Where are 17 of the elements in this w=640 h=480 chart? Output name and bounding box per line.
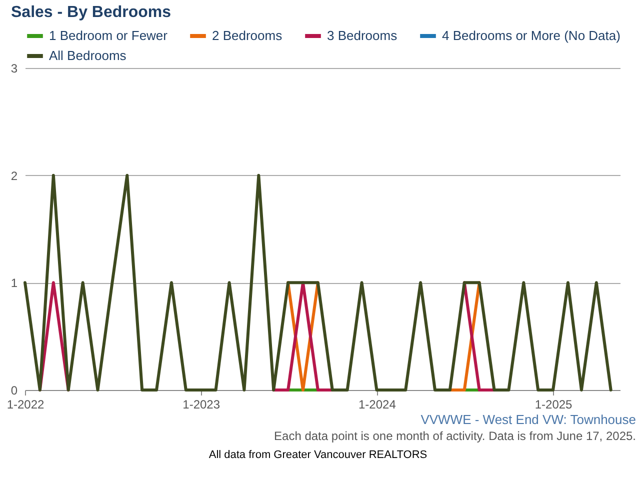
x-tick-label: 1-2024: [358, 398, 396, 412]
y-tick-label: 2: [10, 168, 18, 183]
x-tick-label: 1-2025: [534, 398, 573, 412]
chart-title: Sales - By Bedrooms: [11, 4, 172, 21]
legend-label: 4 Bedrooms or More (No Data): [442, 28, 620, 43]
legend-label: 2 Bedrooms: [212, 28, 283, 43]
legend-label: 1 Bedroom or Fewer: [49, 28, 168, 43]
text: VVWWE - West End VW: Townhouse: [420, 412, 636, 427]
y-tick-label: 1: [10, 276, 18, 290]
text: All data from Greater Vancouver REALTORS: [208, 449, 428, 461]
text: Each data point is one month of activity. Data is from June 17, 2025.: [273, 429, 636, 443]
legend-label: 3 Bedrooms: [327, 28, 398, 43]
x-tick-label: 1-2022: [6, 398, 45, 412]
legend-label: All Bedrooms: [49, 48, 127, 63]
y-tick-label: 0: [10, 384, 18, 398]
x-tick-label: 1-2023: [182, 398, 220, 412]
y-tick-label: 3: [10, 62, 18, 76]
